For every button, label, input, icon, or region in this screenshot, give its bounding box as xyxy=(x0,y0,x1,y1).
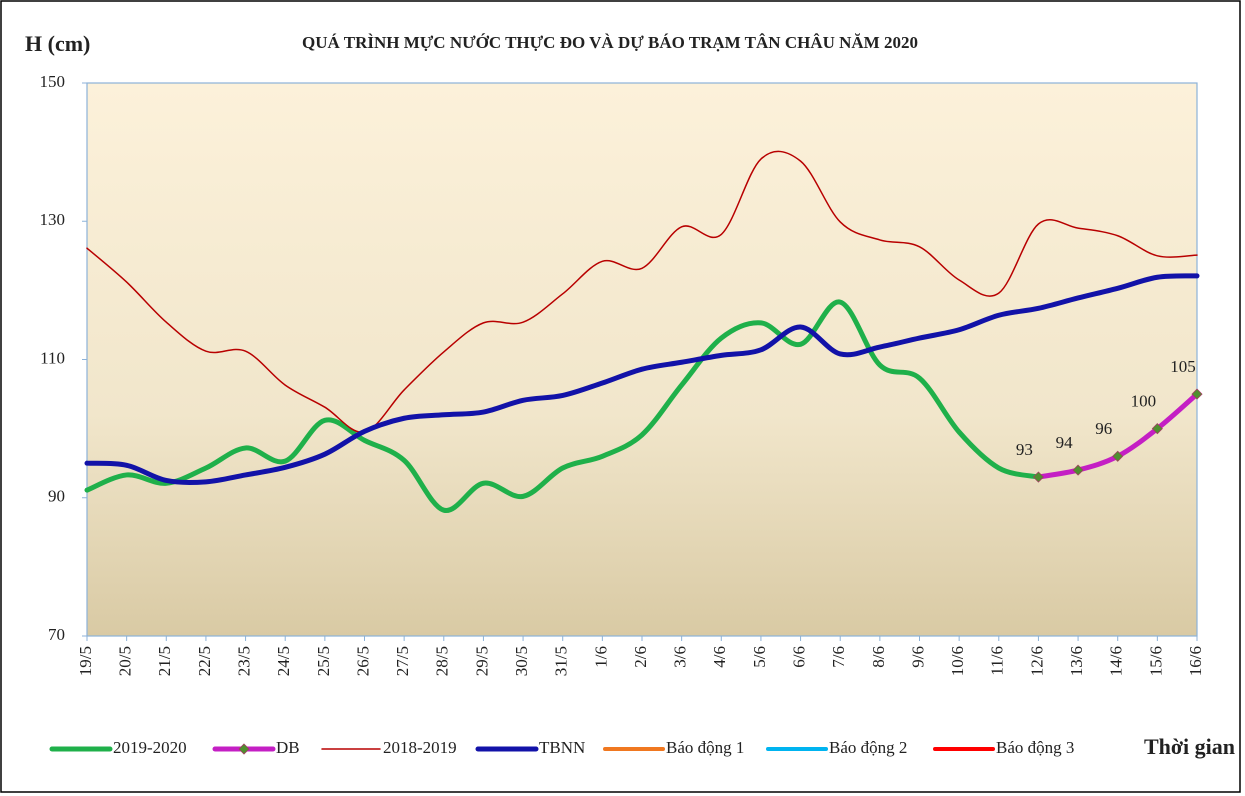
legend-label: Báo động 2 xyxy=(829,738,907,757)
legend-label: 2018-2019 xyxy=(383,738,457,757)
chart-title: QUÁ TRÌNH MỰC NƯỚC THỰC ĐO VÀ DỰ BÁO TRẠ… xyxy=(302,33,918,52)
plot-area xyxy=(86,82,1198,637)
legend-label: Báo động 3 xyxy=(996,738,1074,757)
legend-label: TBNN xyxy=(539,738,585,757)
y-tick-label: 130 xyxy=(40,210,66,229)
x-tick-label: 31/5 xyxy=(552,646,571,676)
x-tick-label: 29/5 xyxy=(472,646,491,676)
x-tick-label: 10/6 xyxy=(948,646,967,676)
y-tick-label: 90 xyxy=(48,487,65,506)
x-axis-title: Thời gian xyxy=(1144,734,1235,759)
y-tick-label: 110 xyxy=(40,348,65,367)
x-tick-label: 12/6 xyxy=(1027,646,1046,676)
data-point xyxy=(1151,423,1163,435)
x-tick-label: 5/6 xyxy=(750,646,769,668)
x-tick-label: 19/5 xyxy=(76,646,95,676)
x-tick-label: 30/5 xyxy=(512,646,531,676)
legend-label: DB xyxy=(276,738,300,757)
x-tick-label: 27/5 xyxy=(393,646,412,676)
x-tick-label: 25/5 xyxy=(314,646,333,676)
data-point xyxy=(1032,471,1044,483)
x-tick-label: 4/6 xyxy=(710,646,729,668)
legend-label: 2019-2020 xyxy=(113,738,187,757)
series-line xyxy=(84,299,1041,513)
x-tick-label: 28/5 xyxy=(433,646,452,676)
x-tick-label: 14/6 xyxy=(1107,646,1126,676)
series-line xyxy=(86,150,1198,433)
data-label: 100 xyxy=(1131,392,1157,411)
x-tick-label: 8/6 xyxy=(869,646,888,668)
x-tick-label: 20/5 xyxy=(116,646,135,676)
x-tick-label: 2/6 xyxy=(631,646,650,668)
x-tick-label: 23/5 xyxy=(234,646,253,676)
legend-marker xyxy=(238,743,250,755)
x-tick-label: 16/6 xyxy=(1186,646,1205,676)
y-tick-label: 70 xyxy=(48,625,65,644)
data-point xyxy=(1112,450,1124,462)
x-tick-label: 3/6 xyxy=(671,646,690,668)
y-tick-label: 150 xyxy=(40,72,66,91)
x-tick-label: 15/6 xyxy=(1146,646,1165,676)
data-label: 94 xyxy=(1056,433,1074,452)
x-tick-label: 22/5 xyxy=(195,646,214,676)
x-tick-label: 6/6 xyxy=(789,646,808,668)
y-axis-title: H (cm) xyxy=(25,31,90,56)
legend-label: Báo động 1 xyxy=(666,738,744,757)
x-tick-label: 1/6 xyxy=(591,646,610,668)
x-tick-label: 24/5 xyxy=(274,646,293,676)
x-tick-label: 21/5 xyxy=(155,646,174,676)
x-tick-label: 26/5 xyxy=(353,646,372,676)
data-label: 93 xyxy=(1016,440,1033,459)
x-tick-label: 7/6 xyxy=(829,646,848,668)
data-point xyxy=(1072,464,1084,476)
data-label: 105 xyxy=(1170,357,1196,376)
x-tick-label: 11/6 xyxy=(988,646,1007,676)
series-line xyxy=(84,273,1200,486)
x-tick-label: 9/6 xyxy=(908,646,927,668)
data-label: 96 xyxy=(1095,419,1112,438)
x-tick-label: 13/6 xyxy=(1067,646,1086,676)
data-point xyxy=(1191,388,1203,400)
